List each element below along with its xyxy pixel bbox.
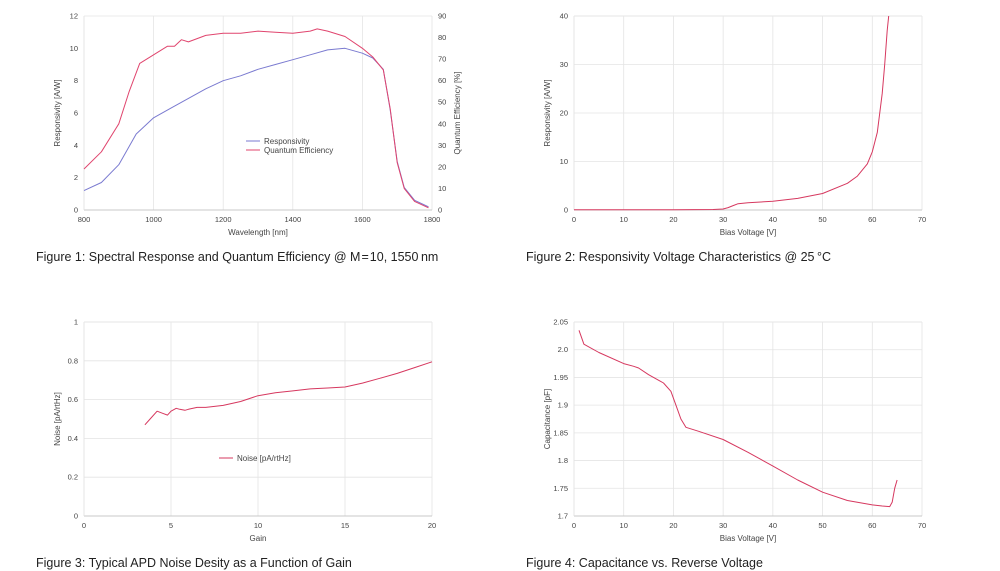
x-tick-label: 40	[769, 521, 777, 530]
y2-tick-label: 60	[438, 76, 446, 85]
x-axis-title: Wavelength [nm]	[228, 228, 288, 237]
x-tick-label: 50	[818, 521, 826, 530]
y-axis-title: Capacitance [pF]	[543, 389, 552, 449]
y-axis-title: Noise [pA/rtHz]	[53, 392, 62, 446]
chart-panel-fig3: 0 5 10 15 20 0 0.2 0.4 0.6 0.8 1 Gain Noise [pA/rtHz…	[0, 310, 500, 550]
y-tick-label: 0.8	[68, 356, 78, 365]
y2-tick-label: 50	[438, 98, 446, 107]
y-tick-label: 0.2	[68, 473, 78, 482]
x-tick-label: 5	[169, 521, 173, 530]
x-tick-label: 800	[78, 215, 91, 224]
x-tick-label: 15	[341, 521, 349, 530]
x-tick-label: 70	[918, 215, 926, 224]
y-tick-label: 1.75	[553, 484, 568, 493]
caption-fig1: Figure 1: Spectral Response and Quantum …	[36, 250, 439, 264]
y2-tick-label: 90	[438, 12, 446, 21]
x-tick-label: 20	[669, 521, 677, 530]
chart-panel-fig1: 800 1000 1200 1400 1600 1800 0 2 4 6 8 10 12 0 10 20 30 4…	[0, 0, 500, 240]
x-tick-label: 60	[868, 521, 876, 530]
x-tick-label: 1200	[215, 215, 232, 224]
y-tick-label: 2.0	[558, 345, 568, 354]
y2-tick-label: 10	[438, 184, 446, 193]
x-tick-label: 10	[254, 521, 262, 530]
y-tick-label: 2.05	[553, 318, 568, 327]
y-tick-label: 1.85	[553, 428, 568, 437]
y-tick-label: 0	[74, 512, 78, 521]
x-tick-label: 50	[818, 215, 826, 224]
y2-tick-label: 0	[438, 206, 442, 215]
y-tick-label: 8	[74, 76, 78, 85]
y-axis-title: Responsivity [A/W]	[543, 79, 552, 146]
x-tick-label: 0	[572, 521, 576, 530]
legend-label: Responsivity	[264, 137, 309, 146]
x-tick-label: 20	[669, 215, 677, 224]
y-axis-title: Responsivity [A/W]	[53, 79, 62, 146]
x-tick-label: 1400	[284, 215, 301, 224]
x-tick-label: 30	[719, 521, 727, 530]
y-tick-label: 1.95	[553, 373, 568, 382]
chart-fig2: 0 10 20 30 40 50 60 70 0 10 20 30 40 Bias Voltage [V]…	[543, 12, 926, 238]
series-line-quantum-efficiency	[83, 28, 429, 209]
y-tick-label: 1.8	[558, 456, 568, 465]
x-tick-label: 1000	[145, 215, 162, 224]
chart-fig1: 800 1000 1200 1400 1600 180002468101201020304…	[53, 12, 462, 238]
x-tick-label: 70	[918, 521, 926, 530]
series-line-responsivity	[574, 15, 890, 211]
chart-panel-fig2: 0 10 20 30 40 50 60 70 0 10 20 30 40 Bias Voltage [V]…	[500, 0, 1000, 240]
chart-fig4: 0 10 20 30 40 50 60 70 1.7 1.75 1.8 1.85 1.9 1.95 2.0 2…	[543, 318, 926, 544]
y-tick-label: 12	[70, 12, 78, 21]
y-tick-label: 40	[560, 12, 568, 21]
y-tick-label: 2	[74, 173, 78, 182]
x-axis-title: Gain	[250, 534, 267, 543]
x-axis-title: Bias Voltage [V]	[720, 534, 776, 543]
x-tick-label: 60	[868, 215, 876, 224]
x-tick-label: 30	[719, 215, 727, 224]
x-tick-label: 0	[82, 521, 86, 530]
caption-fig4: Figure 4: Capacitance vs. Reverse Voltag…	[526, 556, 763, 570]
y-tick-label: 0	[564, 206, 568, 215]
x-tick-label: 1800	[424, 215, 441, 224]
chart-panel-fig4: 0 10 20 30 40 50 60 70 1.7 1.75 1.8 1.85 1.9 1.95 2.0 2…	[500, 310, 1000, 550]
x-tick-label: 1600	[354, 215, 371, 224]
y2-tick-label: 20	[438, 162, 446, 171]
x-tick-label: 40	[769, 215, 777, 224]
y-tick-label: 20	[560, 109, 568, 118]
y-tick-label: 1.7	[558, 512, 568, 521]
y-tick-label: 10	[560, 157, 568, 166]
y-tick-label: 10	[70, 44, 78, 53]
chart-fig3: 0 5 10 15 20 0 0.2 0.4 0.6 0.8 1 Gain Noise [pA/rtHz…	[53, 318, 436, 544]
y2-tick-label: 80	[438, 33, 446, 42]
y-tick-label: 30	[560, 60, 568, 69]
legend-label: Noise [pA/rtHz]	[237, 454, 291, 463]
y-tick-label: 4	[74, 141, 78, 150]
caption-fig2: Figure 2: Responsivity Voltage Character…	[526, 250, 832, 264]
y-tick-label: 0	[74, 206, 78, 215]
x-tick-label: 10	[620, 521, 628, 530]
series-line-noise-pa-rthz-	[144, 361, 433, 426]
y2-axis-title: Quantum Efficiency [%]	[453, 72, 462, 155]
y2-tick-label: 70	[438, 55, 446, 64]
y-tick-label: 1.9	[558, 401, 568, 410]
series-line-capacitance	[578, 330, 898, 508]
y-tick-label: 1	[74, 318, 78, 327]
x-tick-label: 10	[620, 215, 628, 224]
y2-tick-label: 30	[438, 141, 446, 150]
caption-fig3: Figure 3: Typical APD Noise Desity as a …	[36, 556, 352, 570]
x-tick-label: 20	[428, 521, 436, 530]
series-line-responsivity	[83, 47, 429, 208]
x-tick-label: 0	[572, 215, 576, 224]
y-tick-label: 0.6	[68, 395, 78, 404]
x-axis-title: Bias Voltage [V]	[720, 228, 776, 237]
y-tick-label: 0.4	[68, 434, 78, 443]
legend-label: Quantum Efficiency	[264, 146, 333, 155]
y-tick-label: 6	[74, 109, 78, 118]
y2-tick-label: 40	[438, 119, 446, 128]
